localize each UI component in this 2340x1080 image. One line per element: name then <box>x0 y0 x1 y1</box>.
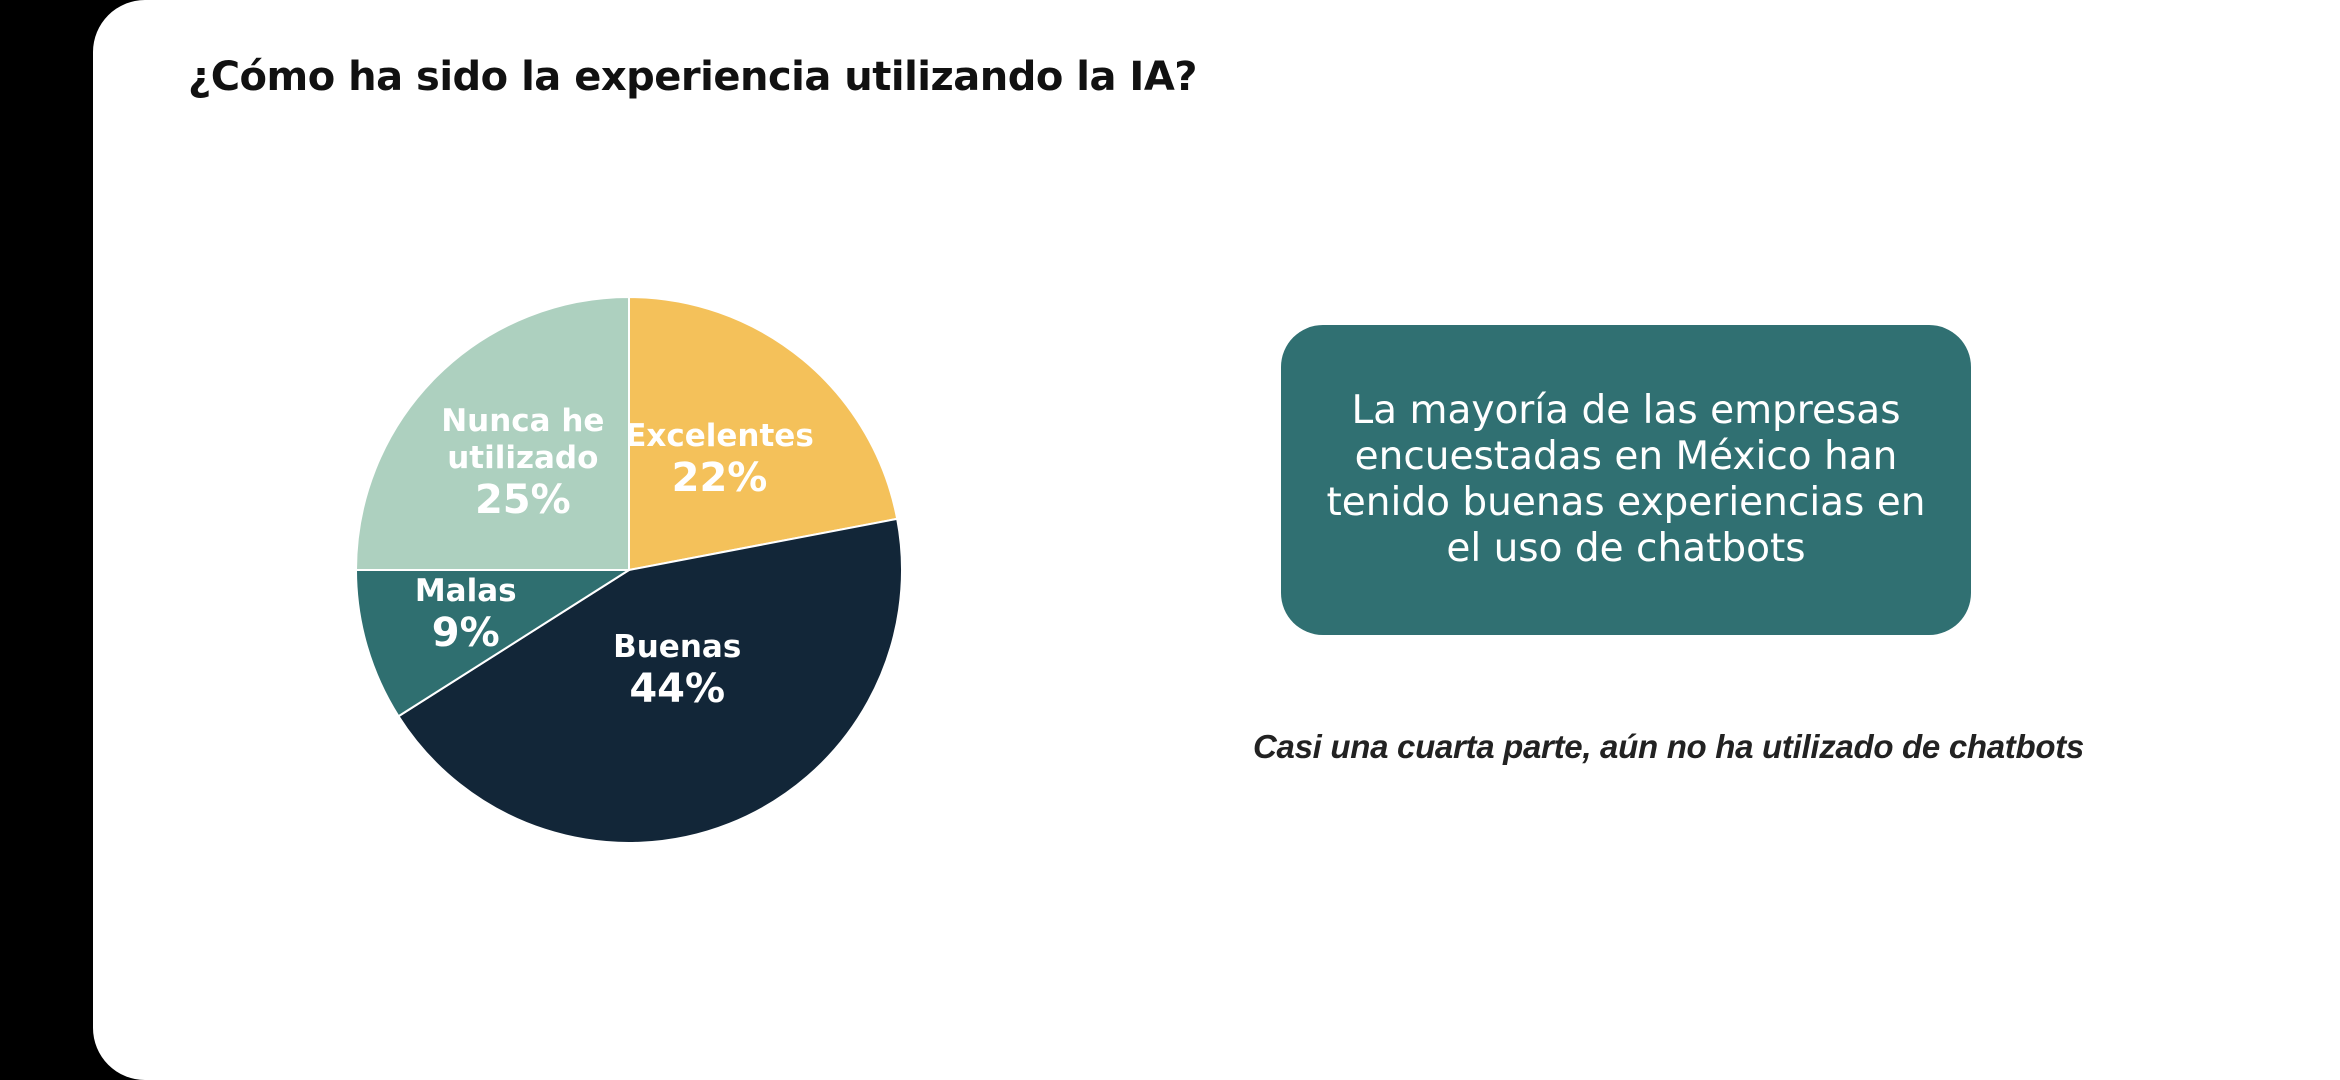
pie-slice-malas <box>354 569 633 718</box>
slice-label-excelentes: Excelentes <box>625 418 814 454</box>
pie-slice-nunca <box>354 295 630 571</box>
slice-label-buenas: Buenas <box>613 629 741 665</box>
slice-value-malas: 9% <box>432 610 500 656</box>
slide: ¿Cómo ha sido la experiencia utilizando … <box>93 0 2340 1080</box>
slice-label-nunca: utilizado <box>447 440 598 476</box>
pie-slices <box>354 295 903 845</box>
callout-text: La mayoría de las empresas encuestadas e… <box>1327 388 1926 572</box>
callout-line: el uso de chatbots <box>1446 526 1806 571</box>
slice-label-nunca: Nunca he <box>441 403 604 439</box>
callout-line: La mayoría de las empresas <box>1351 388 1901 433</box>
footnote: Casi una cuarta parte, aún no ha utiliza… <box>1253 728 2084 765</box>
slice-value-nunca: 25% <box>475 477 571 523</box>
slice-value-buenas: 44% <box>629 666 725 712</box>
pie-chart: Excelentes 22% Buenas 44% Malas 9% Nunca he uti… <box>93 0 1193 1080</box>
slice-label-malas: Malas <box>415 573 517 609</box>
pie-slice-excelentes <box>628 295 899 572</box>
page-title: ¿Cómo ha sido la experiencia utilizando … <box>188 54 1197 100</box>
callout-line: tenido buenas experiencias en <box>1326 480 1926 525</box>
callout-line: encuestadas en México han <box>1354 434 1898 479</box>
slice-value-excelentes: 22% <box>672 455 768 501</box>
callout-box: La mayoría de las empresas encuestadas e… <box>1281 325 1971 635</box>
pie-slice-buenas <box>397 517 903 845</box>
